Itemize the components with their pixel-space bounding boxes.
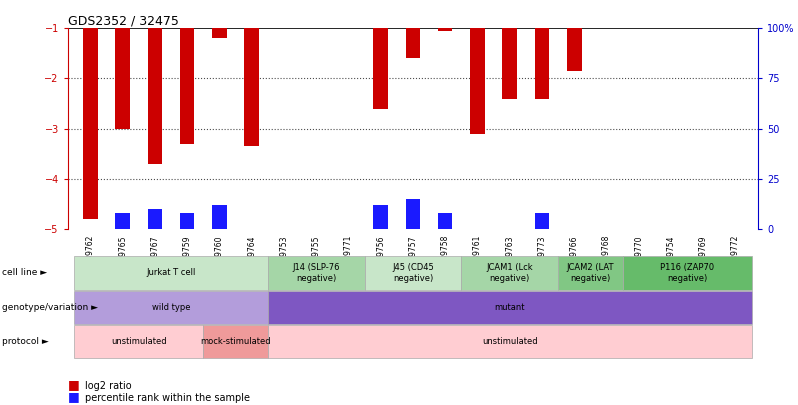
Text: J45 (CD45
negative): J45 (CD45 negative) <box>392 263 434 283</box>
Text: genotype/variation ►: genotype/variation ► <box>2 303 97 312</box>
Bar <box>535 28 549 98</box>
Bar <box>212 205 227 229</box>
Text: protocol ►: protocol ► <box>2 337 49 346</box>
Bar <box>212 28 227 38</box>
Text: JCAM2 (LAT
negative): JCAM2 (LAT negative) <box>567 263 614 283</box>
Bar <box>438 213 452 229</box>
Bar <box>180 213 195 229</box>
Text: unstimulated: unstimulated <box>111 337 167 346</box>
Text: ■: ■ <box>68 390 80 403</box>
Bar <box>405 28 421 58</box>
Text: unstimulated: unstimulated <box>482 337 538 346</box>
Text: mutant: mutant <box>495 303 525 312</box>
Bar <box>438 28 452 31</box>
Text: J14 (SLP-76
negative): J14 (SLP-76 negative) <box>292 263 340 283</box>
Bar <box>148 28 162 164</box>
Bar <box>148 209 162 229</box>
Text: mock-stimulated: mock-stimulated <box>200 337 271 346</box>
Text: percentile rank within the sample: percentile rank within the sample <box>85 393 251 403</box>
Bar <box>470 28 484 134</box>
Bar <box>244 28 259 146</box>
Bar <box>373 28 388 109</box>
Bar <box>116 213 130 229</box>
Text: ■: ■ <box>68 378 80 391</box>
Text: JCAM1 (Lck
negative): JCAM1 (Lck negative) <box>487 263 533 283</box>
Text: Jurkat T cell: Jurkat T cell <box>146 269 196 277</box>
Bar <box>180 28 195 144</box>
Bar <box>373 205 388 229</box>
Text: P116 (ZAP70
negative): P116 (ZAP70 negative) <box>660 263 714 283</box>
Bar <box>567 28 582 71</box>
Text: cell line ►: cell line ► <box>2 269 47 277</box>
Text: GDS2352 / 32475: GDS2352 / 32475 <box>68 14 179 27</box>
Bar <box>83 28 97 219</box>
Bar <box>503 28 517 98</box>
Text: wild type: wild type <box>152 303 190 312</box>
Bar <box>405 199 421 229</box>
Bar <box>535 213 549 229</box>
Text: log2 ratio: log2 ratio <box>85 381 132 391</box>
Bar <box>116 28 130 129</box>
